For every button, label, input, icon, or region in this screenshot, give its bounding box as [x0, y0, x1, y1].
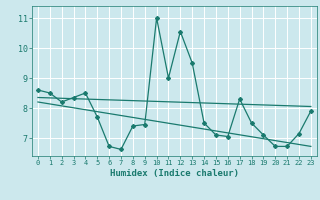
X-axis label: Humidex (Indice chaleur): Humidex (Indice chaleur) — [110, 169, 239, 178]
